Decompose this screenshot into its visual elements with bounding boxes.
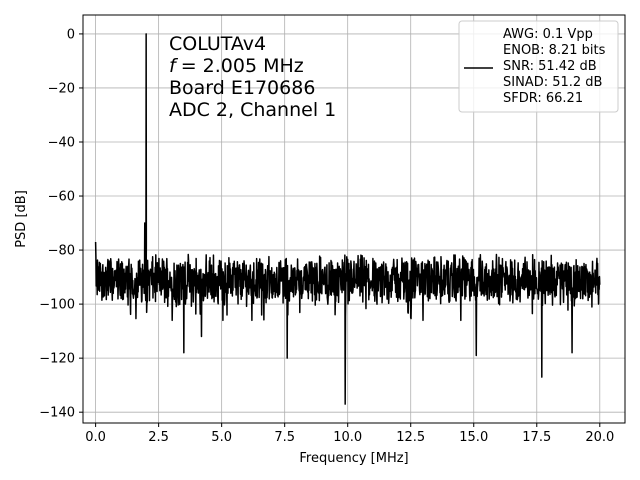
y-tick-label: −120 [39, 352, 75, 367]
x-axis-ticks: 0.0 2.5 5.0 7.5 10.0 12.5 15.0 17.5 20.0 [85, 423, 614, 445]
legend-snr: SNR: 51.42 dB [503, 59, 597, 74]
legend-sinad: SINAD: 51.2 dB [503, 75, 602, 90]
x-tick-label: 15.0 [459, 430, 488, 445]
y-axis-label: PSD [dB] [14, 190, 29, 248]
y-tick-label: −140 [39, 406, 75, 421]
legend-box [458, 20, 619, 113]
legend: AWG: 0.1 Vpp ENOB: 8.21 bits SNR: 51.42 … [458, 20, 619, 113]
y-tick-label: −60 [48, 190, 75, 205]
x-tick-label: 17.5 [522, 430, 551, 445]
annotation-frequency: f = 2.005 MHz [169, 55, 304, 77]
annotation-frequency-value: = 2.005 MHz [181, 55, 304, 77]
annotation-board: Board E170686 [169, 77, 315, 99]
x-tick-label: 20.0 [585, 430, 614, 445]
y-tick-label: −100 [39, 298, 75, 313]
x-tick-label: 10.0 [333, 430, 362, 445]
y-tick-label: 0 [67, 27, 75, 42]
plot-frame [82, 14, 626, 424]
y-tick-label: −40 [48, 135, 75, 150]
x-tick-label: 5.0 [211, 430, 232, 445]
legend-awg: AWG: 0.1 Vpp [503, 27, 593, 42]
psd-line [94, 33, 601, 405]
annotation-device: COLUTAv4 [169, 33, 266, 55]
annotation-frequency-symbol: f [169, 55, 179, 77]
legend-enob: ENOB: 8.21 bits [503, 43, 606, 58]
x-tick-label: 7.5 [274, 430, 295, 445]
y-tick-label: −20 [48, 81, 75, 96]
x-tick-label: 2.5 [148, 430, 169, 445]
annotation-channel: ADC 2, Channel 1 [169, 99, 336, 121]
x-axis-label: Frequency [MHz] [299, 451, 408, 466]
y-axis-ticks: 0 −20 −40 −60 −80 −100 −120 −140 [39, 27, 83, 421]
annotation-block: COLUTAv4 f = 2.005 MHz Board E170686 ADC … [169, 33, 336, 121]
psd-series [94, 33, 601, 405]
x-tick-label: 0.0 [85, 430, 106, 445]
legend-sfdr: SFDR: 66.21 [503, 91, 583, 106]
y-tick-label: −80 [48, 244, 75, 259]
x-tick-label: 12.5 [396, 430, 425, 445]
